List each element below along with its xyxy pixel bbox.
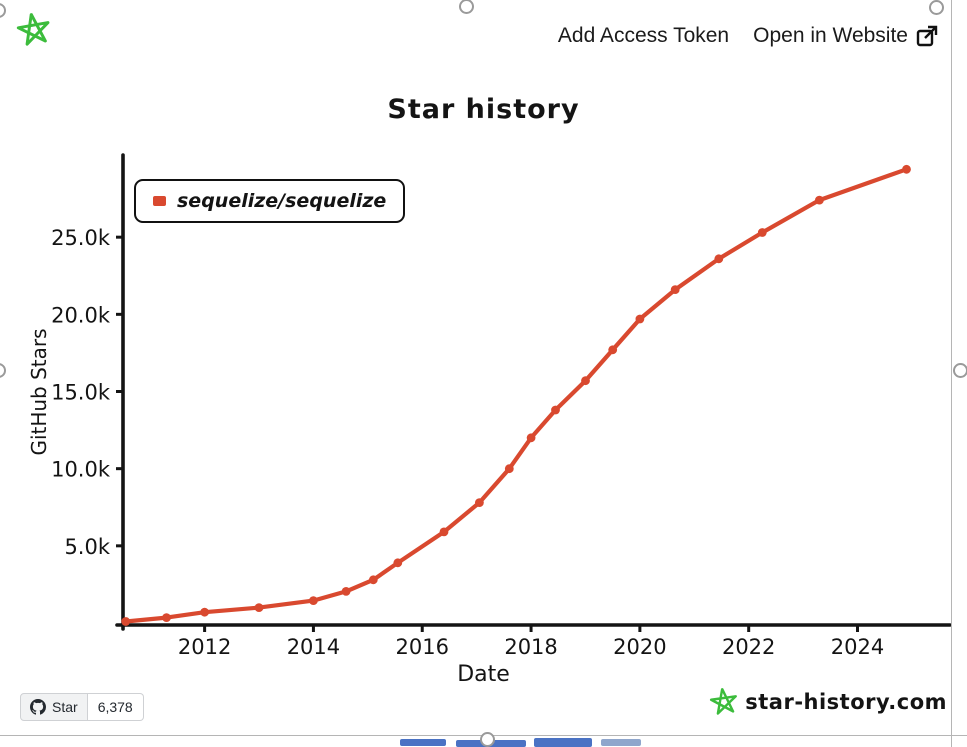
chart-legend: sequelize/sequelize xyxy=(134,179,406,223)
data-point xyxy=(439,527,449,537)
selection-handle-middle-right[interactable] xyxy=(953,363,967,378)
github-star-badge: Star 6,378 xyxy=(20,693,144,721)
data-point xyxy=(368,575,378,585)
clipped-content-fragment xyxy=(400,739,446,746)
y-tick-label: 10.0k xyxy=(51,458,111,482)
open-in-website-link[interactable]: Open in Website xyxy=(753,24,939,48)
y-tick-label: 15.0k xyxy=(51,381,111,405)
x-tick-label: 2022 xyxy=(722,635,775,659)
data-point xyxy=(551,405,560,415)
github-star-button[interactable]: Star xyxy=(20,693,88,721)
data-point xyxy=(162,613,171,622)
data-point xyxy=(714,254,724,264)
chart-canvas: 5.0k 10.0k 15.0k 20.0k 25.0k 2012 2014 2016 2018… xyxy=(51,153,952,659)
external-link-icon xyxy=(916,25,938,47)
y-tick-label: 25.0k xyxy=(51,226,111,250)
clipped-content-fragment xyxy=(534,738,592,747)
selection-handle-top-right[interactable] xyxy=(929,0,944,15)
data-point xyxy=(200,607,210,617)
github-star-label: Star xyxy=(52,699,78,715)
series-line xyxy=(123,167,909,624)
data-point xyxy=(393,558,403,568)
x-tick-label: 2014 xyxy=(287,635,340,659)
y-tick-label: 5.0k xyxy=(64,535,110,559)
data-point xyxy=(608,345,618,355)
data-point xyxy=(670,285,680,294)
x-axis-label: Date xyxy=(457,662,510,687)
x-tick-label: 2018 xyxy=(504,635,557,659)
app-logo[interactable] xyxy=(16,12,51,47)
data-point xyxy=(504,464,514,474)
crop-border-right xyxy=(951,0,952,747)
selection-handle-top-center[interactable] xyxy=(459,0,474,14)
github-icon xyxy=(30,699,46,715)
data-point xyxy=(902,164,911,174)
x-tick-label: 2012 xyxy=(178,635,231,659)
data-point xyxy=(121,617,131,626)
x-tick-label: 2016 xyxy=(396,635,449,659)
brand-star-icon xyxy=(710,687,738,715)
brand-text: star-history.com xyxy=(745,690,947,714)
selection-handle-bottom-center[interactable] xyxy=(480,732,495,747)
clipped-content-fragment xyxy=(601,739,641,746)
legend-series-name: sequelize/sequelize xyxy=(177,190,387,212)
y-tick-label: 20.0k xyxy=(51,303,111,327)
data-point xyxy=(635,314,645,324)
data-point xyxy=(309,596,318,605)
legend-marker xyxy=(153,196,166,206)
data-point xyxy=(341,587,351,596)
open-in-website-label: Open in Website xyxy=(753,24,908,47)
y-axis-label: GitHub Stars xyxy=(27,328,51,456)
chart-title: Star history xyxy=(387,94,580,125)
data-point xyxy=(526,433,536,443)
x-tick-label: 2024 xyxy=(831,635,884,659)
data-point xyxy=(581,376,590,386)
app-logo-star-icon xyxy=(16,12,50,46)
data-point xyxy=(475,498,484,507)
selection-handle-top-left[interactable] xyxy=(0,3,6,18)
x-tick-label: 2020 xyxy=(613,635,666,659)
github-star-count[interactable]: 6,378 xyxy=(87,693,144,721)
data-point xyxy=(757,228,767,237)
header-actions: Add Access Token Open in Website xyxy=(558,24,939,48)
data-point xyxy=(254,603,264,612)
data-point xyxy=(815,195,824,205)
brand-link[interactable]: star-history.com xyxy=(710,687,947,716)
add-access-token-link[interactable]: Add Access Token xyxy=(557,24,730,47)
